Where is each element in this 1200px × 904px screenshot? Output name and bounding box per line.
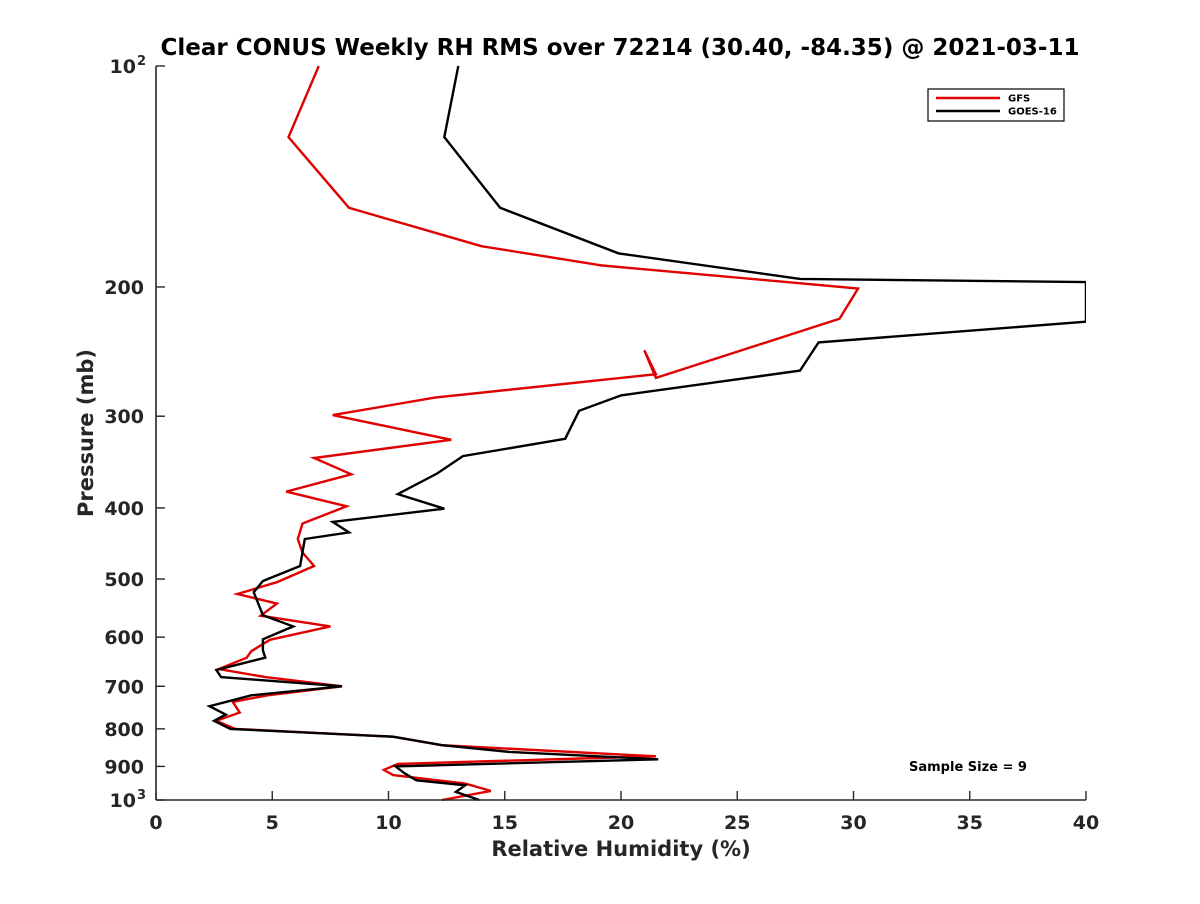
y-tick-label: 500 (104, 569, 144, 591)
y-tick-exponent: 3 (137, 788, 146, 803)
x-tick-label: 30 (840, 812, 866, 834)
legend-label-goes16: GOES-16 (1008, 107, 1057, 118)
x-tick-label: 20 (608, 812, 634, 834)
x-tick-label: 10 (375, 812, 401, 834)
y-tick-label: 10 (110, 790, 136, 812)
y-tick-label: 600 (104, 627, 144, 649)
x-tick-label: 35 (957, 812, 983, 834)
y-tick-label: 900 (104, 756, 144, 778)
chart-title: Clear CONUS Weekly RH RMS over 72214 (30… (161, 35, 1080, 61)
y-axis-label: Pressure (mb) (74, 349, 98, 517)
y-tick-exponent: 2 (137, 54, 146, 69)
x-axis-label: Relative Humidity (%) (491, 837, 750, 861)
x-tick-label: 0 (149, 812, 162, 834)
series-layer (206, 65, 1086, 802)
legend-label-gfs: GFS (1008, 94, 1030, 105)
series-line-goes16 (206, 65, 1086, 802)
y-tick-label: 800 (104, 719, 144, 741)
y-tick-label: 300 (104, 406, 144, 428)
x-tick-label: 15 (492, 812, 518, 834)
x-tick-label: 25 (724, 812, 750, 834)
y-tick-label: 10 (110, 56, 136, 78)
legend: GFS GOES-16 (927, 88, 1065, 122)
legend-box (927, 88, 1065, 122)
sample-size-annotation: Sample Size = 9 (909, 760, 1027, 775)
y-tick-label: 700 (104, 676, 144, 698)
x-axis-ticks: 0 5 10 15 20 25 30 35 40 (149, 791, 1099, 834)
y-tick-label: 200 (104, 277, 144, 299)
x-tick-label: 40 (1073, 812, 1099, 834)
x-tick-label: 5 (266, 812, 279, 834)
y-tick-label: 400 (104, 498, 144, 520)
